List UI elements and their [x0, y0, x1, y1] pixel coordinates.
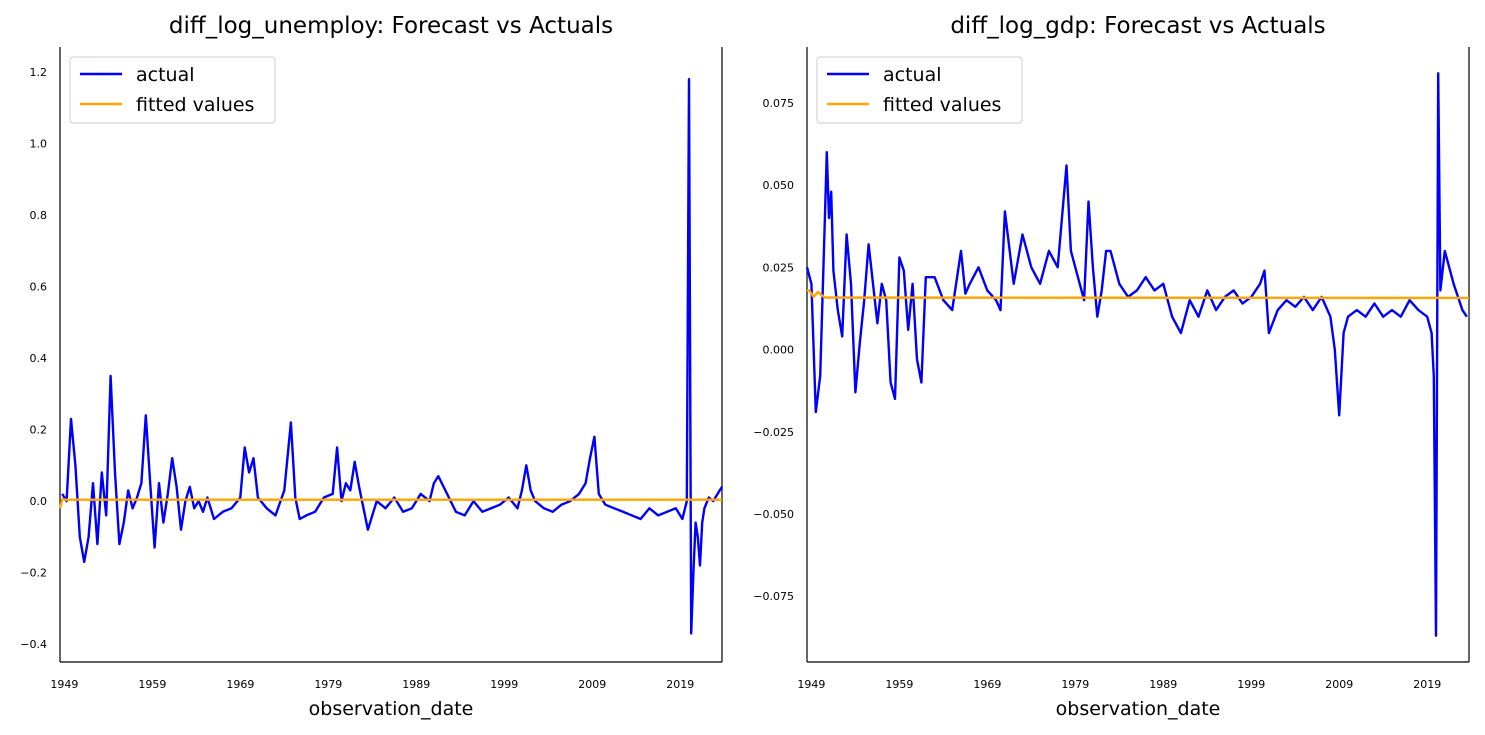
- series-line-actual: [805, 72, 1468, 637]
- y-ticks: −0.075 −0.050 −0.025 0.000 0.025 0.050 0.075: [753, 97, 794, 603]
- x-tick-label: 1999: [490, 678, 518, 691]
- y-tick-label: 0.075: [763, 97, 795, 110]
- y-tick-label: 0.000: [763, 344, 795, 357]
- x-tick-label: 2009: [578, 678, 606, 691]
- y-ticks: −0.4 −0.2 0.0 0.2 0.4 0.6 0.8 1.0 1.2: [20, 66, 47, 651]
- x-tick-label: 1969: [973, 678, 1001, 691]
- series-lines: [58, 77, 724, 635]
- legend-label-fitted: fitted values: [136, 94, 254, 116]
- x-tick-label: 2019: [666, 678, 694, 691]
- chart-title: diff_log_gdp: Forecast vs Actuals: [950, 13, 1325, 39]
- y-tick-label: 1.0: [30, 138, 48, 151]
- x-tick-label: 1969: [226, 678, 254, 691]
- chart-title: diff_log_unemploy: Forecast vs Actuals: [169, 13, 613, 39]
- legend-label-fitted: fitted values: [883, 94, 1001, 116]
- x-ticks: 1949 1959 1969 1979 1989 1999 2009 2019: [50, 678, 694, 691]
- legend-label-actual: actual: [883, 64, 942, 86]
- y-tick-label: −0.4: [20, 638, 47, 651]
- x-tick-label: 1989: [402, 678, 430, 691]
- x-tick-label: 1949: [50, 678, 78, 691]
- x-tick-label: 1979: [1061, 678, 1089, 691]
- x-axis-label: observation_date: [309, 698, 474, 720]
- x-ticks: 1949 1959 1969 1979 1989 1999 2009 2019: [797, 678, 1441, 691]
- x-tick-label: 1959: [885, 678, 913, 691]
- x-tick-label: 2009: [1325, 678, 1353, 691]
- x-tick-label: 1979: [314, 678, 342, 691]
- series-lines: [805, 72, 1470, 637]
- x-tick-label: 1999: [1237, 678, 1265, 691]
- series-line-actual: [61, 77, 724, 635]
- y-tick-label: −0.075: [753, 590, 794, 603]
- x-tick-label: 1959: [138, 678, 166, 691]
- series-line-fitted-values: [58, 498, 722, 509]
- y-tick-label: 0.050: [763, 179, 795, 192]
- y-tick-label: −0.050: [753, 508, 794, 521]
- legend: actual fitted values: [816, 56, 1023, 124]
- unemploy-panel: diff_log_unemploy: Forecast vs Actuals −…: [20, 13, 724, 720]
- gdp-panel: diff_log_gdp: Forecast vs Actuals −0.075…: [753, 13, 1470, 720]
- y-tick-label: 0.6: [30, 281, 48, 294]
- x-axis-label: observation_date: [1056, 698, 1221, 720]
- y-tick-label: 1.2: [30, 66, 48, 79]
- series-line-fitted-values: [807, 289, 1470, 300]
- x-tick-label: 1949: [797, 678, 825, 691]
- y-tick-label: 0.8: [30, 209, 48, 222]
- x-tick-label: 1989: [1149, 678, 1177, 691]
- y-tick-label: 0.025: [763, 261, 795, 274]
- legend-label-actual: actual: [136, 64, 195, 86]
- y-tick-label: −0.2: [20, 567, 47, 580]
- y-tick-label: 0.4: [30, 352, 48, 365]
- y-tick-label: −0.025: [753, 426, 794, 439]
- y-tick-label: 0.0: [30, 495, 48, 508]
- legend: actual fitted values: [69, 56, 276, 124]
- y-tick-label: 0.2: [30, 424, 48, 437]
- x-tick-label: 2019: [1413, 678, 1441, 691]
